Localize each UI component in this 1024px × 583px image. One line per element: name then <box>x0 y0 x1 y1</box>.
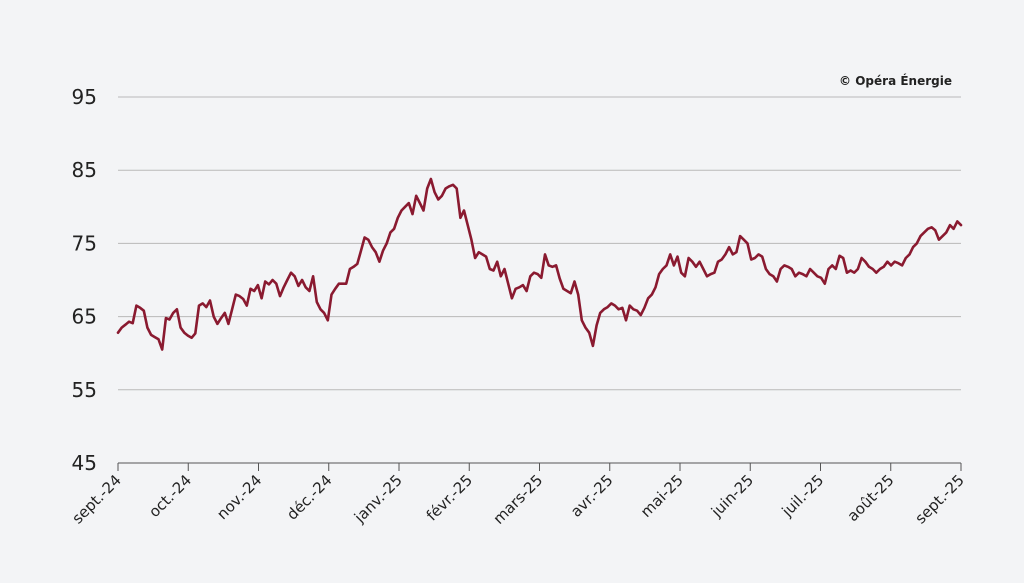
x-tick-label: févr.-25 <box>423 471 476 524</box>
x-tick-label: juil.-25 <box>778 471 828 521</box>
x-axis-ticks: sept.-24 oct.-24 nov.-24 déc.-24 janv.-25 fév… <box>68 463 968 528</box>
x-tick-label: sept.-25 <box>911 471 967 527</box>
y-tick-label: 55 <box>72 378 97 402</box>
x-tick-label: avr.-25 <box>567 471 617 521</box>
y-tick-label: 65 <box>72 305 97 329</box>
x-tick-label: janv.-25 <box>350 471 406 527</box>
credit-label: © Opéra Énergie <box>839 73 952 88</box>
x-tick-label: oct.-24 <box>145 471 195 521</box>
x-tick-label: sept.-24 <box>68 471 124 527</box>
y-tick-label: 95 <box>72 85 97 109</box>
x-tick-label: nov.-24 <box>213 471 265 523</box>
x-tick-label: mars-25 <box>490 471 547 528</box>
series-group <box>116 177 963 351</box>
x-tick-label: mai-25 <box>637 471 687 521</box>
y-tick-label: 85 <box>72 158 97 182</box>
y-tick-label: 75 <box>72 231 97 255</box>
y-tick-label: 45 <box>72 451 97 475</box>
series-line <box>116 177 963 351</box>
grid-lines <box>118 96 961 391</box>
x-tick-label: déc.-24 <box>283 471 336 524</box>
y-axis-ticks: 45 55 65 75 85 95 <box>72 85 97 475</box>
x-tick-label: juin-25 <box>707 471 757 521</box>
x-tick-label: août-25 <box>844 471 898 525</box>
